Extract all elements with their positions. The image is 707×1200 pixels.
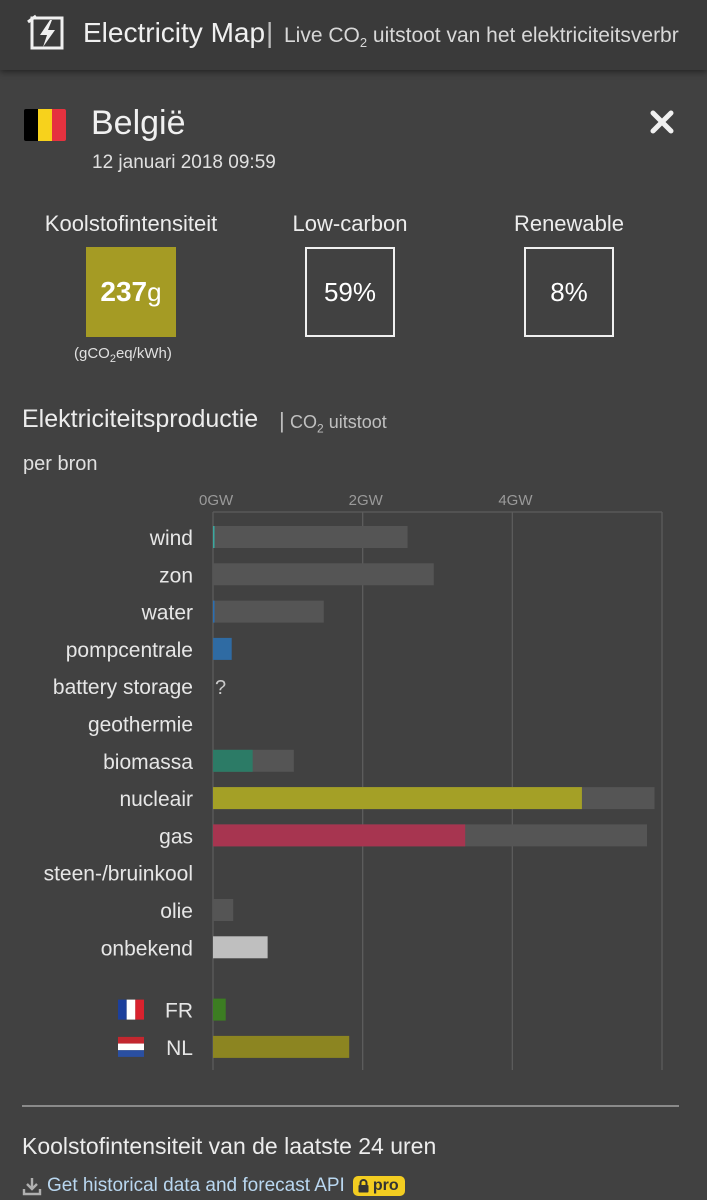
carbon-intensity-label: Koolstofintensiteit	[44, 211, 218, 236]
flag-nl-stripe	[118, 1050, 144, 1057]
close-icon[interactable]	[648, 108, 676, 136]
flag-nl-stripe	[118, 1036, 144, 1044]
lock-icon	[358, 1179, 369, 1193]
x-tick-label: 0GW	[199, 492, 234, 509]
flag-nl-stripe	[118, 1043, 144, 1051]
low-carbon-box: 59%	[305, 247, 395, 337]
lightning-map-icon[interactable]	[26, 14, 68, 52]
app-subtitle: Live CO2 uitstoot van het elektriciteits…	[284, 24, 679, 51]
category-label: zon	[159, 564, 193, 587]
download-icon	[22, 1178, 42, 1196]
x-tick-label: 2GW	[349, 492, 384, 509]
belgium-flag	[24, 109, 66, 141]
divider	[22, 1105, 679, 1107]
category-label: olie	[160, 900, 193, 923]
carbon-unit-note: (gCO2eq/kWh)	[74, 345, 172, 365]
renewable-label: Renewable	[513, 211, 625, 236]
category-label: steen-/bruinkool	[44, 863, 193, 886]
carbon-intensity-value: 237	[100, 276, 148, 307]
carbon-intensity-box: 237 g	[86, 247, 176, 337]
exchange-label: FR	[165, 1000, 193, 1023]
category-label: onbekend	[101, 937, 193, 960]
category-label: geothermie	[88, 714, 193, 737]
capacity-bar	[213, 526, 408, 548]
category-label: nucleair	[119, 788, 193, 811]
category-label: pompcentrale	[66, 639, 193, 662]
flag-fr-stripe	[118, 999, 127, 1020]
exchange-bar	[213, 1035, 350, 1058]
datetime: 12 januari 2018 09:59	[92, 152, 276, 173]
category-label: wind	[149, 527, 193, 550]
app-title[interactable]: Electricity Map	[83, 17, 266, 48]
category-label: water	[141, 602, 193, 625]
x-tick-label: 4GW	[498, 492, 533, 509]
renewable-box: 8%	[524, 247, 614, 337]
historical-api-label[interactable]: Get historical data and forecast API	[47, 1175, 345, 1196]
emissions-tab[interactable]: CO2 uitstoot	[290, 412, 387, 436]
flag-fr-stripe	[126, 999, 136, 1020]
history-title: Koolstofintensiteit van de laatste 24 ur…	[22, 1133, 437, 1159]
capacity-bar	[213, 899, 234, 921]
missing-data-marker: ?	[215, 677, 226, 699]
production-bar	[213, 824, 466, 847]
production-bar	[213, 637, 232, 660]
production-bar	[213, 526, 215, 548]
flag-fr-stripe	[135, 999, 144, 1020]
capacity-bar	[213, 563, 434, 586]
historical-api-link[interactable]: Get historical data and forecast API pro	[22, 1172, 405, 1200]
production-bar	[213, 787, 582, 810]
per-source-label: per bron	[23, 453, 98, 475]
category-label: gas	[159, 825, 193, 848]
exchange-label: NL	[166, 1037, 193, 1060]
carbon-intensity-unit: g	[147, 276, 162, 307]
capacity-bar	[213, 600, 324, 623]
exchange-bar	[213, 998, 226, 1021]
tab-separator: |	[279, 408, 285, 433]
production-bar	[213, 936, 268, 959]
production-bar	[213, 749, 253, 772]
low-carbon-value: 59%	[323, 276, 377, 307]
app-header: Electricity Map | Live CO2 uitstoot van …	[0, 0, 707, 70]
pro-badge: pro	[352, 1176, 405, 1196]
title-separator: |	[266, 17, 274, 48]
production-bar-chart: 0GW 2GW 4GW wind zon water pompcentrale battery…	[44, 492, 663, 1070]
category-label: biomassa	[103, 751, 193, 774]
low-carbon-label: Low-carbon	[292, 211, 408, 236]
category-label: battery storage	[53, 676, 193, 699]
production-tab[interactable]: Elektriciteitsproductie	[22, 405, 259, 433]
country-name: België	[91, 104, 186, 142]
renewable-value: 8%	[550, 276, 588, 307]
production-bar	[213, 600, 215, 623]
